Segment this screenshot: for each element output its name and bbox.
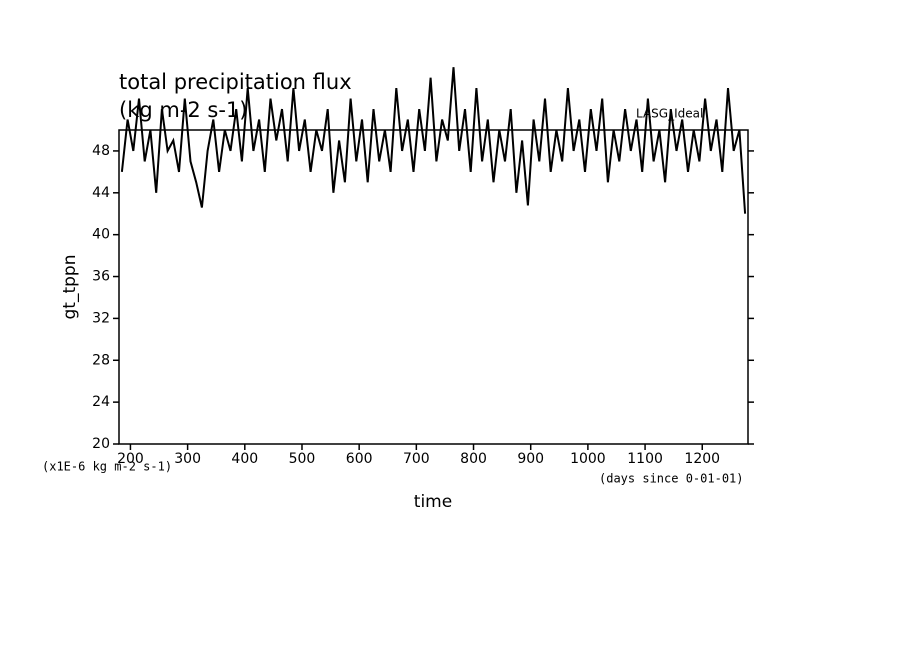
y-tick-label: 48 — [92, 143, 110, 159]
chart-title: total precipitation flux — [119, 70, 352, 94]
x-tick-label: 1000 — [570, 451, 606, 467]
x-tick-label: 800 — [460, 451, 487, 467]
y-tick-label: 44 — [92, 185, 110, 201]
y-tick-label: 24 — [92, 394, 110, 410]
x-axis-label: time — [414, 492, 452, 512]
plot-frame — [118, 129, 749, 445]
y-tick-label: 40 — [92, 227, 110, 243]
x-tick-label: 200 — [117, 451, 144, 467]
x-units: (days since 0-01-01) — [599, 472, 744, 486]
y-tick-label: 28 — [92, 352, 110, 368]
y-tick-label: 20 — [92, 436, 110, 452]
y-units: (x1E-6 kg m-2 s-1) — [42, 460, 172, 474]
y-tick-label: 36 — [92, 269, 110, 285]
x-tick-label: 500 — [289, 451, 316, 467]
y-tick-label: 32 — [92, 310, 110, 326]
x-tick-label: 1100 — [627, 451, 663, 467]
x-tick-label: 1200 — [684, 451, 720, 467]
y-axis-label: gt_tppn — [60, 255, 80, 320]
x-tick-label: 600 — [346, 451, 373, 467]
x-tick-label: 300 — [174, 451, 201, 467]
x-tick-label: 900 — [517, 451, 544, 467]
x-tick-label: 700 — [403, 451, 430, 467]
series-line — [120, 67, 747, 214]
x-tick-label: 400 — [231, 451, 258, 467]
